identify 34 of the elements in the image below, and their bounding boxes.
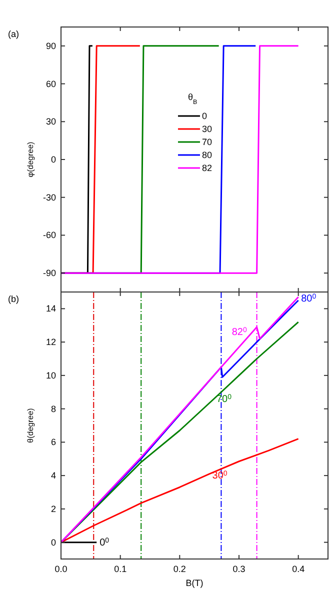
y-tick-label: 14 bbox=[46, 304, 56, 314]
text: (b) bbox=[8, 294, 19, 304]
legend-title: θ$_{B}$ bbox=[188, 92, 198, 106]
legend-label: 80 bbox=[202, 150, 212, 160]
y-tick-label: 2 bbox=[50, 504, 56, 514]
y-tick-label: -60 bbox=[42, 230, 56, 240]
legend-label: 30 bbox=[202, 124, 212, 134]
y-tick-label: -30 bbox=[42, 192, 56, 202]
legend-label: 0 bbox=[202, 111, 208, 121]
y-tick-label: 4 bbox=[50, 470, 56, 481]
legend-label: 70 bbox=[202, 137, 212, 147]
y-tick-label: 90 bbox=[46, 40, 56, 51]
y-tick-label: 12 bbox=[46, 337, 56, 348]
x-tick-label: 0.1 bbox=[114, 564, 127, 574]
y-axis-title: φ(degree) bbox=[26, 141, 35, 178]
x-tick-label: 0.3 bbox=[232, 564, 246, 574]
y-tick-label: 30 bbox=[46, 116, 56, 127]
x-tick-label: 0.2 bbox=[173, 564, 186, 574]
y-tick-label: -90 bbox=[42, 268, 56, 278]
x-tick-label: 0.0 bbox=[54, 564, 68, 574]
y-axis-title: θ(degree) bbox=[26, 408, 35, 443]
y-tick-label: 0 bbox=[50, 537, 56, 548]
y-tick-label: 10 bbox=[46, 370, 56, 380]
x-tick-label: 0.4 bbox=[292, 564, 305, 574]
y-tick-label: 6 bbox=[50, 437, 56, 448]
x-axis-title: B(T) bbox=[186, 578, 204, 588]
y-tick-label: 0 bbox=[50, 154, 56, 164]
series-label: 80$^{0}$ bbox=[301, 293, 316, 305]
text: (a) bbox=[8, 29, 19, 39]
series-label: 82$^{0}$ bbox=[232, 326, 248, 338]
legend-label: 82 bbox=[202, 163, 212, 173]
y-tick-label: 60 bbox=[46, 78, 56, 89]
y-tick-label: 8 bbox=[50, 404, 56, 414]
series-label: 0$^{0}$ bbox=[100, 536, 110, 548]
